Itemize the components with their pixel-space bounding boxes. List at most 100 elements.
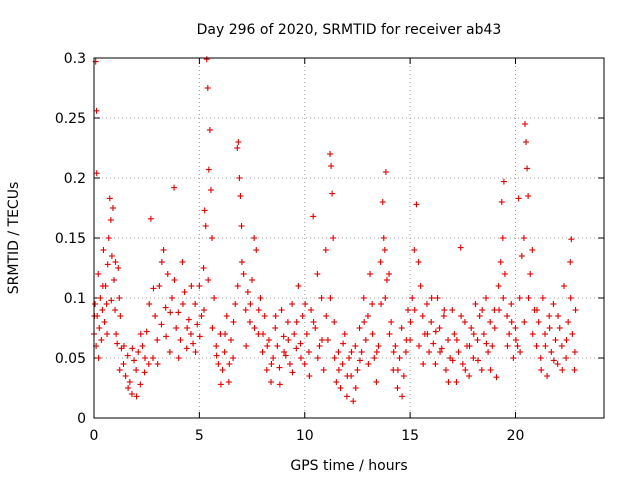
data-point <box>525 295 532 301</box>
data-point <box>379 199 386 205</box>
data-point <box>158 259 165 265</box>
data-point <box>430 340 437 347</box>
data-point <box>324 337 331 343</box>
data-point <box>360 295 367 301</box>
data-point <box>378 301 385 307</box>
grid-layer <box>94 58 604 418</box>
data-point <box>99 307 106 313</box>
data-point <box>373 379 380 385</box>
data-point <box>97 295 104 301</box>
data-point <box>282 352 289 359</box>
data-point <box>434 295 441 301</box>
data-point <box>251 325 258 331</box>
data-point <box>188 283 195 289</box>
data-point <box>437 349 444 355</box>
data-point <box>468 325 475 331</box>
data-point <box>236 175 243 181</box>
data-point <box>114 340 121 347</box>
x-axis-label: GPS time / hours <box>290 458 407 474</box>
data-point <box>261 313 268 319</box>
data-point <box>122 373 129 379</box>
data-point <box>156 283 163 289</box>
y-tick-label: 0.25 <box>55 111 86 127</box>
data-point <box>462 367 469 373</box>
tick-layer: 0 5 10 15 20 0 0.05 0.1 0.15 0.2 0.25 0.3 <box>55 51 604 444</box>
data-point <box>201 207 208 214</box>
x-tick-label: 0 <box>90 428 99 444</box>
data-point <box>546 313 553 319</box>
data-point <box>500 295 507 301</box>
data-point <box>166 349 173 355</box>
data-point <box>235 139 242 145</box>
y-tick-label: 0.15 <box>55 231 86 247</box>
data-point <box>428 319 435 325</box>
data-point <box>369 301 376 307</box>
data-point <box>205 277 212 283</box>
data-point <box>482 295 489 301</box>
data-point <box>95 355 102 361</box>
data-point <box>227 337 234 343</box>
data-point <box>382 169 389 175</box>
data-point <box>489 343 496 349</box>
data-point <box>451 331 458 337</box>
data-point <box>506 331 513 337</box>
data-point <box>142 355 148 361</box>
data-point <box>521 121 528 127</box>
data-point <box>390 349 397 355</box>
data-point <box>571 367 578 373</box>
data-point <box>523 139 530 145</box>
data-point <box>499 235 506 241</box>
data-point <box>411 247 418 253</box>
data-point <box>529 331 536 337</box>
data-point <box>209 325 216 331</box>
data-point <box>202 223 209 229</box>
data-point <box>512 325 519 331</box>
data-point <box>331 319 338 325</box>
data-point <box>400 373 407 379</box>
data-point <box>388 319 395 325</box>
data-point <box>501 271 508 277</box>
data-point <box>299 313 306 319</box>
data-point <box>563 355 570 361</box>
data-point <box>131 357 138 364</box>
data-point <box>274 343 281 349</box>
data-point <box>222 331 229 337</box>
data-point <box>217 381 224 388</box>
data-point <box>341 331 348 337</box>
data-point <box>125 385 132 391</box>
data-point <box>438 345 445 352</box>
y-tick-label: 0 <box>77 411 86 427</box>
data-point <box>162 304 169 311</box>
data-point <box>350 398 357 405</box>
data-point <box>426 349 433 355</box>
data-point <box>297 340 304 347</box>
data-point <box>527 271 534 277</box>
data-point <box>253 247 260 253</box>
data-point <box>377 259 384 265</box>
data-point <box>310 319 317 325</box>
data-point <box>177 337 184 343</box>
data-point <box>539 295 546 301</box>
data-point <box>375 343 382 349</box>
data-point <box>331 355 338 361</box>
chart-title: Day 296 of 2020, SRMTID for receiver ab4… <box>197 22 502 38</box>
data-point <box>474 357 481 364</box>
data-point <box>319 337 326 343</box>
data-point <box>238 223 245 229</box>
data-point <box>141 369 148 376</box>
data-point <box>270 355 277 361</box>
data-point <box>291 331 298 337</box>
data-point <box>318 295 325 301</box>
data-point <box>230 355 237 361</box>
x-tick-label: 20 <box>507 428 525 444</box>
data-point <box>192 349 199 355</box>
data-point <box>201 307 208 313</box>
data-point <box>559 367 566 373</box>
data-point <box>535 319 542 325</box>
data-point <box>445 337 452 343</box>
data-point <box>538 367 545 373</box>
data-point <box>145 361 152 367</box>
data-point <box>301 361 308 367</box>
data-point <box>417 283 424 289</box>
